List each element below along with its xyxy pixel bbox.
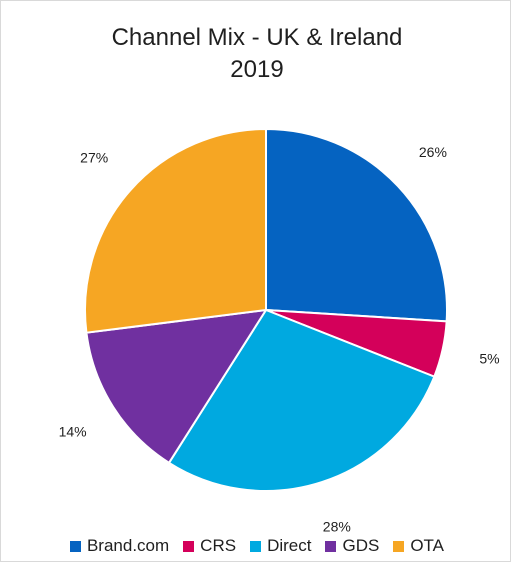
chart-legend: Brand.com CRS Direct GDS OTA: [0, 536, 514, 556]
pie-data-labels: 26% 5% 28% 14% 27%: [59, 144, 500, 535]
pie-slice-gds: [85, 309, 267, 464]
pie-slices: [84, 128, 448, 492]
legend-label-gds: GDS: [342, 536, 380, 555]
data-label-gds: 14%: [59, 423, 87, 439]
data-label-brand-com: 26%: [419, 144, 447, 160]
legend-item-direct: Direct: [250, 536, 311, 556]
chart-title: Channel Mix - UK & Ireland 2019: [0, 22, 514, 86]
data-label-ota: 27%: [80, 149, 108, 165]
legend-item-gds: GDS: [325, 536, 379, 556]
chart-title-line-1: Channel Mix - UK & Ireland: [111, 24, 403, 51]
chart-title-line-2: 2019: [230, 56, 284, 83]
legend-swatch-gds: [325, 540, 337, 552]
legend-item-brand-com: Brand.com: [69, 536, 170, 556]
legend-label-ota: OTA: [410, 536, 445, 555]
legend-label-crs: CRS: [200, 536, 237, 555]
legend-swatch-ota: [393, 540, 405, 552]
legend-swatch-direct: [250, 540, 262, 552]
data-label-crs: 5%: [479, 351, 499, 367]
legend-swatch-crs: [183, 540, 195, 552]
legend-label-brand-com: Brand.com: [86, 536, 170, 555]
legend-swatch-brand-com: [69, 540, 81, 552]
legend-item-crs: CRS: [183, 536, 236, 556]
data-label-direct: 28%: [323, 519, 351, 535]
pie-slice-ota: [84, 128, 267, 334]
pie-slice-brand-com: [265, 128, 448, 323]
legend-label-direct: Direct: [267, 536, 312, 555]
pie-slice-direct: [168, 309, 436, 492]
legend-item-ota: OTA: [393, 536, 444, 556]
